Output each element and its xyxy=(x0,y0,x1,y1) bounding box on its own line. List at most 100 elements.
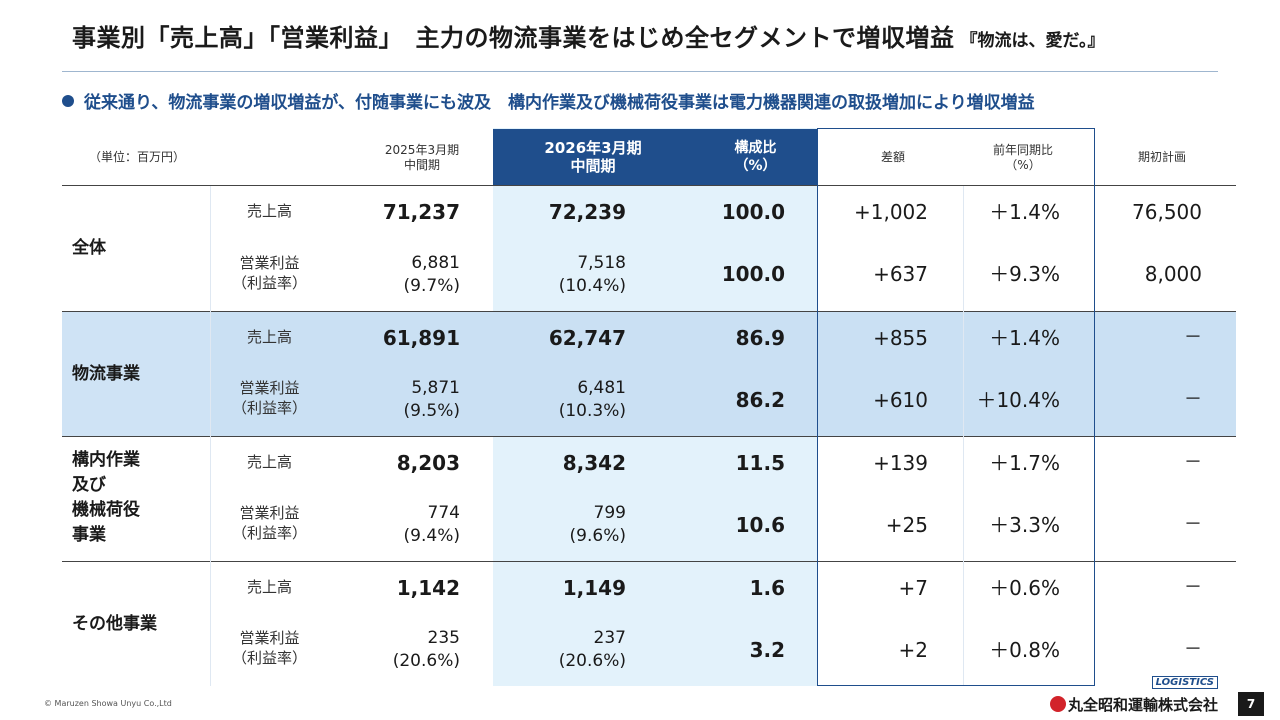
onsite-profit-cur-value: 799 xyxy=(593,503,626,523)
total-sales-ratio: 100.0 xyxy=(721,200,785,224)
total-sales-diff: +1,002 xyxy=(853,200,928,224)
logistics-sales-yoy: ＋1.4% xyxy=(989,326,1060,350)
summary-text: 従来通り、物流事業の増収増益が、付随事業にも波及 構内作業及び機械荷役事業は電力… xyxy=(84,93,1035,113)
onsite-profit-cur-margin: (9.6%) xyxy=(569,526,626,546)
header-yoy: 前年同期比 （%） xyxy=(968,140,1078,176)
diff-yoy-frame xyxy=(817,128,1095,686)
company-logo: LOGISTICS 丸全昭和運輸株式会社 xyxy=(1032,674,1222,716)
segment-name-onsite-line2: 及び xyxy=(72,475,106,495)
other-sales-prev: 1,142 xyxy=(396,576,460,600)
segment-name-onsite: 構内作業 及び 機械荷役 事業 xyxy=(72,448,202,552)
total-sales-cur: 72,239 xyxy=(548,200,626,224)
label-profit-line2: （利益率） xyxy=(231,399,307,417)
segment-name-onsite-line1: 構内作業 xyxy=(72,450,140,470)
logistics-sales-diff: +855 xyxy=(873,326,928,350)
row-rule-3 xyxy=(62,561,1236,562)
label-profit-line1: 営業利益 xyxy=(239,254,300,272)
total-sales-yoy: ＋1.4% xyxy=(989,200,1060,224)
onsite-sales-cur: 8,342 xyxy=(562,451,626,475)
onsite-sales-ratio: 11.5 xyxy=(735,451,785,475)
copyright: © Maruzen Showa Unyu Co.,Ltd xyxy=(44,699,172,708)
total-profit-prev-margin: (9.7%) xyxy=(403,276,460,296)
other-sales-ratio: 1.6 xyxy=(749,576,785,600)
label-sales: 売上高 xyxy=(246,578,292,596)
logistics-logo-mark: LOGISTICS xyxy=(1151,676,1218,689)
label-profit: 営業利益 （利益率） xyxy=(212,625,327,671)
logistics-sales-ratio: 86.9 xyxy=(735,326,785,350)
header-prev-line2: 中間期 xyxy=(403,158,440,172)
onsite-profit-prev-margin: (9.4%) xyxy=(403,526,460,546)
total-profit-plan: 8,000 xyxy=(1144,262,1202,286)
header-rule xyxy=(62,185,1236,186)
total-profit-prev: 6,881 (9.7%) xyxy=(342,250,460,298)
col-sep-label xyxy=(210,186,211,686)
row-rule-1 xyxy=(62,311,1236,312)
other-profit-prev-margin: (20.6%) xyxy=(392,651,460,671)
onsite-profit-prev-value: 774 xyxy=(427,503,460,523)
onsite-sales-diff: +139 xyxy=(873,451,928,475)
label-profit: 営業利益 （利益率） xyxy=(212,250,327,296)
total-profit-diff: +637 xyxy=(873,262,928,286)
unit-label: （単位：百万円） xyxy=(88,149,185,164)
header-prev-period: 2025年3月期 中間期 xyxy=(352,140,492,176)
segment-name-other: その他事業 xyxy=(72,613,157,634)
segment-name-total: 全体 xyxy=(72,237,106,258)
header-cur-line2: 中間期 xyxy=(570,157,616,175)
segment-name-logistics: 物流事業 xyxy=(72,363,140,384)
logistics-profit-prev-margin: (9.5%) xyxy=(403,401,460,421)
other-profit-ratio: 3.2 xyxy=(749,638,785,662)
logistics-row-band-inner xyxy=(210,312,1236,436)
onsite-sales-prev: 8,203 xyxy=(396,451,460,475)
header-prev-line1: 2025年3月期 xyxy=(384,143,460,157)
page-number: 7 xyxy=(1238,692,1264,716)
logistics-profit-cur-margin: (10.3%) xyxy=(558,401,626,421)
label-sales: 売上高 xyxy=(246,453,292,471)
onsite-sales-yoy: ＋1.7% xyxy=(989,451,1060,475)
other-profit-prev: 235 (20.6%) xyxy=(342,625,460,673)
label-profit-line1: 営業利益 xyxy=(239,504,300,522)
label-profit-line2: （利益率） xyxy=(231,649,307,667)
logistics-profit-cur: 6,481 (10.3%) xyxy=(502,375,626,423)
onsite-sales-plan: － xyxy=(1184,452,1202,473)
other-sales-diff: +7 xyxy=(898,576,928,600)
company-emblem-icon xyxy=(1049,696,1066,712)
col-sep-yoy xyxy=(963,186,964,686)
other-sales-yoy: ＋0.6% xyxy=(989,576,1060,600)
label-sales: 売上高 xyxy=(246,202,292,220)
bullet-dot-icon xyxy=(62,95,74,107)
title-divider xyxy=(62,71,1218,72)
label-profit-line1: 営業利益 xyxy=(239,629,300,647)
logistics-profit-prev: 5,871 (9.5%) xyxy=(342,375,460,423)
label-sales: 売上高 xyxy=(246,328,292,346)
other-profit-cur-margin: (20.6%) xyxy=(558,651,626,671)
label-profit-line1: 営業利益 xyxy=(239,379,300,397)
logistics-row-band xyxy=(62,312,1236,436)
header-plan: 期初計画 xyxy=(1137,149,1186,164)
other-profit-yoy: ＋0.8% xyxy=(989,638,1060,662)
logistics-profit-cur-value: 6,481 xyxy=(577,378,626,398)
other-profit-cur: 237 (20.6%) xyxy=(502,625,626,673)
header-diff: 差額 xyxy=(880,149,905,164)
other-sales-cur: 1,149 xyxy=(562,576,626,600)
segment-name-onsite-line4: 事業 xyxy=(72,525,106,545)
slide-title: 事業別「売上高」「営業利益」 主力の物流事業をはじめ全セグメントで増収増益 『物流… xyxy=(72,18,1252,58)
total-profit-cur-margin: (10.4%) xyxy=(558,276,626,296)
logistics-profit-diff: +610 xyxy=(873,388,928,412)
total-profit-cur-value: 7,518 xyxy=(577,253,626,273)
title-main: 事業別「売上高」「営業利益」 主力の物流事業をはじめ全セグメントで増収増益 xyxy=(72,24,955,52)
header-current-period: 2026年3月期 中間期 xyxy=(493,129,693,185)
total-profit-cur: 7,518 (10.4%) xyxy=(502,250,626,298)
total-sales-plan: 76,500 xyxy=(1132,200,1202,224)
header-ratio: 構成比 （%） xyxy=(693,129,818,185)
other-profit-diff: +2 xyxy=(898,638,928,662)
total-profit-yoy: ＋9.3% xyxy=(989,262,1060,286)
header-ratio-line2: （%） xyxy=(734,158,777,174)
logistics-sales-plan: － xyxy=(1184,327,1202,348)
logistics-sales-prev: 61,891 xyxy=(382,326,460,350)
logistics-sales-cur: 62,747 xyxy=(548,326,626,350)
onsite-profit-prev: 774 (9.4%) xyxy=(342,500,460,548)
label-profit-line2: （利益率） xyxy=(231,524,307,542)
onsite-profit-diff: +25 xyxy=(885,513,928,537)
segment-name-onsite-line3: 機械荷役 xyxy=(72,500,140,520)
header-cur-line1: 2026年3月期 xyxy=(544,139,642,157)
